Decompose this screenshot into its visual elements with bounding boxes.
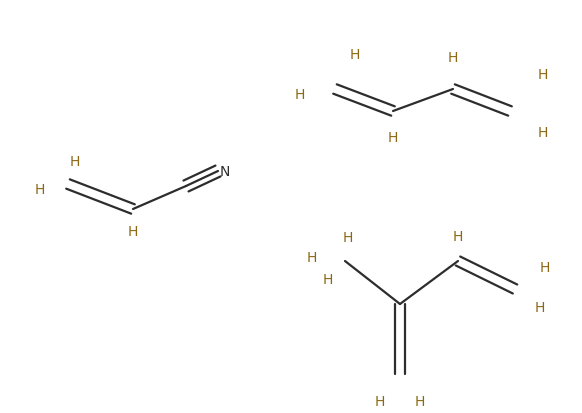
Text: H: H <box>35 183 45 197</box>
Text: H: H <box>540 260 550 274</box>
Text: H: H <box>307 250 317 264</box>
Text: N: N <box>220 165 230 178</box>
Text: H: H <box>448 51 458 65</box>
Text: H: H <box>70 154 80 169</box>
Text: H: H <box>535 300 545 314</box>
Text: H: H <box>415 394 425 408</box>
Text: H: H <box>350 48 360 62</box>
Text: H: H <box>323 272 333 286</box>
Text: H: H <box>375 394 385 408</box>
Text: H: H <box>453 230 463 243</box>
Text: H: H <box>538 68 548 82</box>
Text: H: H <box>538 126 548 140</box>
Text: H: H <box>128 224 138 238</box>
Text: H: H <box>388 131 398 145</box>
Text: H: H <box>343 230 353 244</box>
Text: H: H <box>295 88 305 102</box>
